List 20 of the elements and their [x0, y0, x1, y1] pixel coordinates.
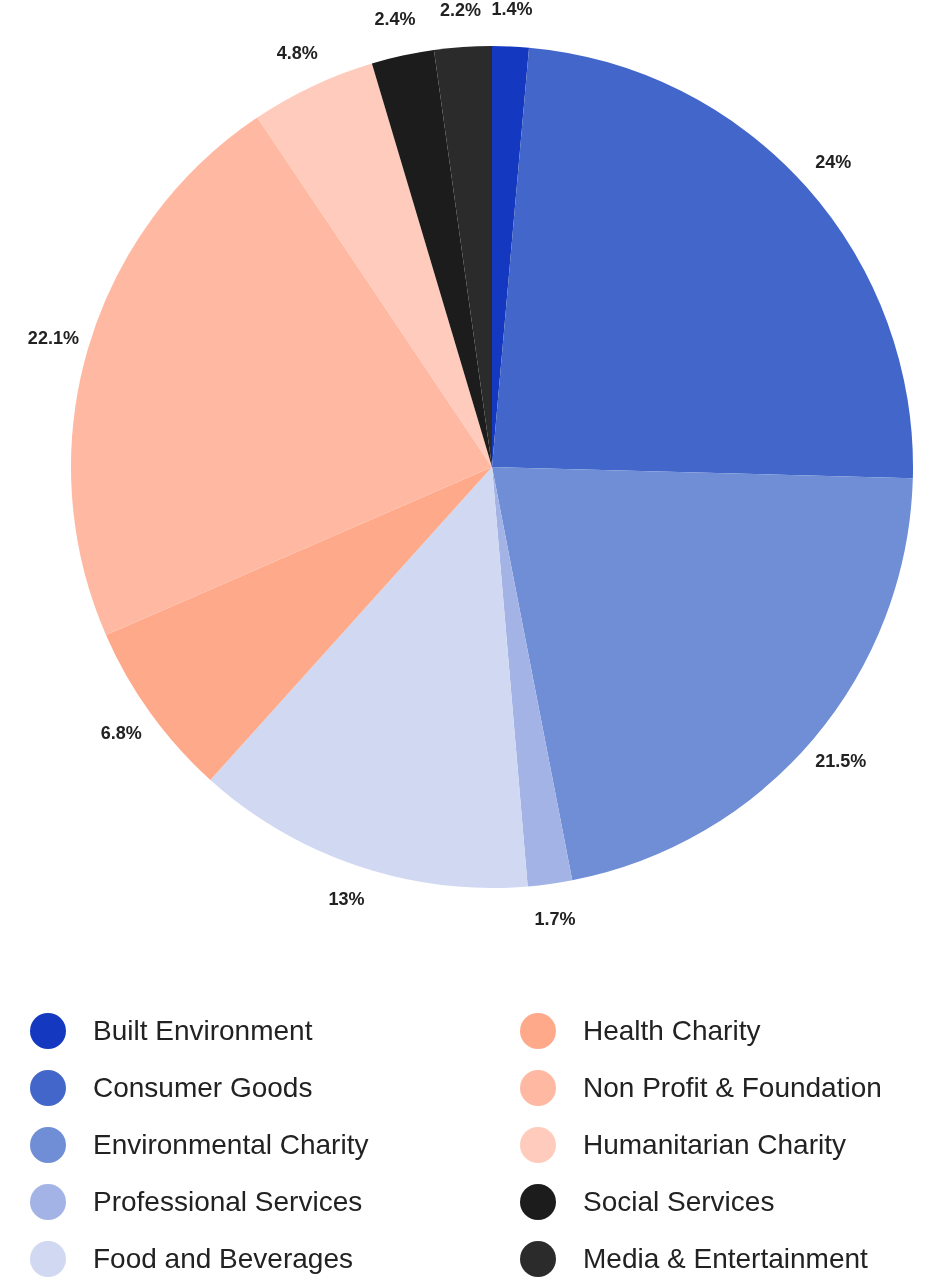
data-label: 6.8% — [100, 723, 142, 744]
legend-label: Social Services — [583, 1185, 775, 1218]
data-label: 2.4% — [374, 9, 416, 30]
legend-label: Non Profit & Foundation — [583, 1071, 882, 1104]
legend-label: Built Environment — [93, 1014, 313, 1047]
legend-label: Humanitarian Charity — [583, 1128, 846, 1161]
legend-label: Environmental Charity — [93, 1128, 369, 1161]
legend-label: Consumer Goods — [93, 1071, 313, 1104]
legend-label: Professional Services — [93, 1185, 363, 1218]
legend-label: Food and Beverages — [93, 1242, 353, 1275]
data-label: 4.8% — [276, 42, 318, 63]
legend-label: Media & Entertainment — [583, 1242, 868, 1275]
data-label: 13% — [328, 889, 365, 910]
data-label: 24% — [815, 151, 852, 172]
data-label: 2.2% — [439, 0, 481, 21]
data-label: 21.5% — [815, 751, 867, 772]
data-label: 1.4% — [491, 0, 533, 20]
data-label: 1.7% — [534, 908, 576, 929]
data-label: 22.1% — [27, 327, 79, 348]
legend-label: Health Charity — [583, 1014, 761, 1047]
